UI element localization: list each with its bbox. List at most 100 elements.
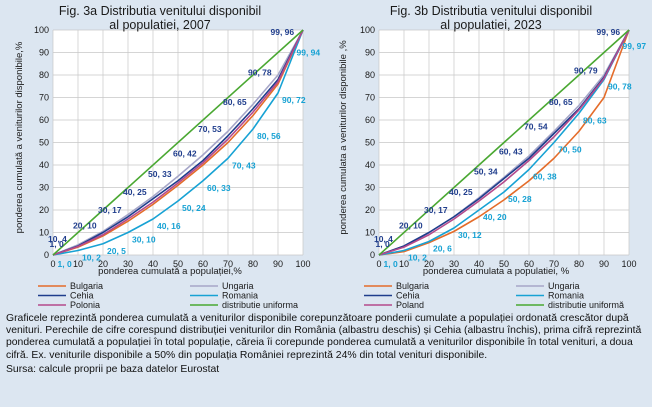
- chart-svg: 0 10 20 30 40 50 60 70 80 90 100 0 10 20 30 40 50 60 70 80 9…: [14, 4, 320, 310]
- data-label: 60, 33: [207, 183, 231, 193]
- y-tick-label: 90: [365, 48, 375, 58]
- data-label: 50, 34: [474, 167, 498, 177]
- data-label: 30, 17: [424, 205, 448, 215]
- y-tick-label: 80: [39, 70, 49, 80]
- data-label: 20, 5: [107, 246, 126, 256]
- y-tick-label: 80: [365, 70, 375, 80]
- x-tick-label: 90: [273, 259, 283, 269]
- x-tick-label: 40: [474, 259, 484, 269]
- data-label: 50, 24: [182, 203, 206, 213]
- y-tick-label: 70: [39, 93, 49, 103]
- data-label: 90, 78: [248, 68, 272, 78]
- y-tick-label: 0: [44, 250, 49, 260]
- y-tick-label: 20: [39, 205, 49, 215]
- x-axis-label: ponderea cumulata a populatiei, %: [423, 266, 570, 277]
- y-tick-label: 100: [34, 25, 49, 35]
- x-tick-label: 20: [424, 259, 434, 269]
- series-line: [378, 29, 630, 256]
- data-label: 10, 4: [48, 234, 67, 244]
- x-tick-label: 40: [148, 259, 158, 269]
- series-line: [52, 29, 304, 256]
- data-label: 30, 17: [98, 205, 122, 215]
- x-axis-label: ponderea cumulată a populației,%: [98, 266, 242, 277]
- y-tick-label: 100: [360, 25, 375, 35]
- data-label: 10, 2: [408, 253, 427, 263]
- y-tick-label: 90: [39, 48, 49, 58]
- data-label: 90, 79: [574, 65, 598, 75]
- x-tick-label: 30: [123, 259, 133, 269]
- data-label: 70, 54: [524, 122, 548, 132]
- y-axis-label: ponderea cumulata a veniturilor disponib…: [338, 40, 349, 235]
- data-label: 70, 50: [558, 145, 582, 155]
- data-label: 80, 65: [223, 97, 247, 107]
- y-tick-label: 60: [365, 115, 375, 125]
- legend-label: Romania: [548, 291, 584, 301]
- chart-panel-2023: 0 10 20 30 40 50 60 70 80 90 100 0 10 20 30 40 50 60 70 80 9…: [326, 0, 652, 310]
- chart-title: al populatiei, 2023: [440, 18, 542, 32]
- y-tick-label: 10: [39, 228, 49, 238]
- x-tick-label: 100: [295, 259, 310, 269]
- y-tick-label: 30: [39, 183, 49, 193]
- data-label: 90, 72: [282, 95, 306, 105]
- legend-label: Bulgaria: [70, 281, 103, 291]
- chart-title: Fig. 3b Distributia venitului disponibil: [390, 4, 592, 18]
- chart-title: Fig. 3a Distributia venitului disponibil: [59, 4, 261, 18]
- data-label: 10, 4: [374, 234, 393, 244]
- data-label: 20, 10: [399, 221, 423, 231]
- x-tick-label: 60: [198, 259, 208, 269]
- data-label: 1, 0: [50, 239, 64, 249]
- legend-label: Romania: [222, 291, 258, 301]
- x-tick-label: 20: [98, 259, 108, 269]
- data-label: 70, 53: [198, 124, 222, 134]
- y-tick-label: 40: [39, 160, 49, 170]
- x-tick-label: 30: [449, 259, 459, 269]
- data-label: 20, 6: [433, 244, 452, 254]
- series-line: [52, 29, 304, 256]
- x-tick-label: 80: [248, 259, 258, 269]
- data-label: 40, 20: [483, 212, 507, 222]
- series-line: [378, 29, 630, 256]
- data-label: 30, 12: [458, 230, 482, 240]
- data-label: 1, 0: [58, 259, 72, 269]
- series-line: [52, 29, 304, 256]
- series-line: [378, 29, 630, 256]
- series-line: [52, 29, 304, 256]
- caption-text: Graficele reprezintă ponderea cumulată a…: [6, 313, 642, 361]
- legend-label: Bulgaria: [396, 281, 429, 291]
- data-label: 99, 96: [597, 27, 621, 37]
- legend-label: Polonia: [70, 300, 100, 310]
- data-label: 40, 25: [449, 187, 473, 197]
- x-tick-label: 0: [376, 259, 381, 269]
- data-label: 1, 0: [376, 239, 390, 249]
- legend-label: Poland: [396, 300, 424, 310]
- y-tick-label: 50: [39, 138, 49, 148]
- x-tick-label: 10: [399, 259, 409, 269]
- x-tick-label: 80: [574, 259, 584, 269]
- data-label: 80, 63: [583, 115, 607, 125]
- data-label: 90, 78: [608, 82, 632, 92]
- series-line: [52, 29, 304, 256]
- figure-caption: Graficele reprezintă ponderea cumulată a…: [6, 313, 646, 376]
- x-tick-label: 90: [599, 259, 609, 269]
- y-tick-label: 10: [365, 228, 375, 238]
- y-tick-label: 60: [39, 115, 49, 125]
- data-label: 40, 25: [123, 187, 147, 197]
- data-label: 1, 0: [384, 259, 398, 269]
- legend-label: distributie uniformă: [548, 300, 624, 310]
- legend-label: Ungaria: [548, 281, 580, 291]
- data-label: 10, 2: [82, 253, 101, 263]
- x-tick-label: 100: [621, 259, 636, 269]
- y-tick-label: 40: [365, 160, 375, 170]
- chart-svg: 0 10 20 30 40 50 60 70 80 90 100 0 10 20 30 40 50 60 70 80 9…: [338, 4, 647, 310]
- data-label: 80, 65: [549, 97, 573, 107]
- chart-panel-2007: 0 10 20 30 40 50 60 70 80 90 100 0 10 20 30 40 50 60 70 80 9…: [0, 0, 326, 310]
- data-label: 30, 10: [132, 235, 156, 245]
- x-tick-label: 50: [173, 259, 183, 269]
- data-label: 99, 96: [271, 27, 295, 37]
- y-tick-label: 0: [370, 250, 375, 260]
- y-tick-label: 70: [365, 93, 375, 103]
- chart-title: al populatiei, 2007: [109, 18, 211, 32]
- y-tick-label: 20: [365, 205, 375, 215]
- data-label: 99, 97: [623, 41, 647, 51]
- y-axis-label: ponderea cumulată a veniturilor disponib…: [14, 41, 25, 233]
